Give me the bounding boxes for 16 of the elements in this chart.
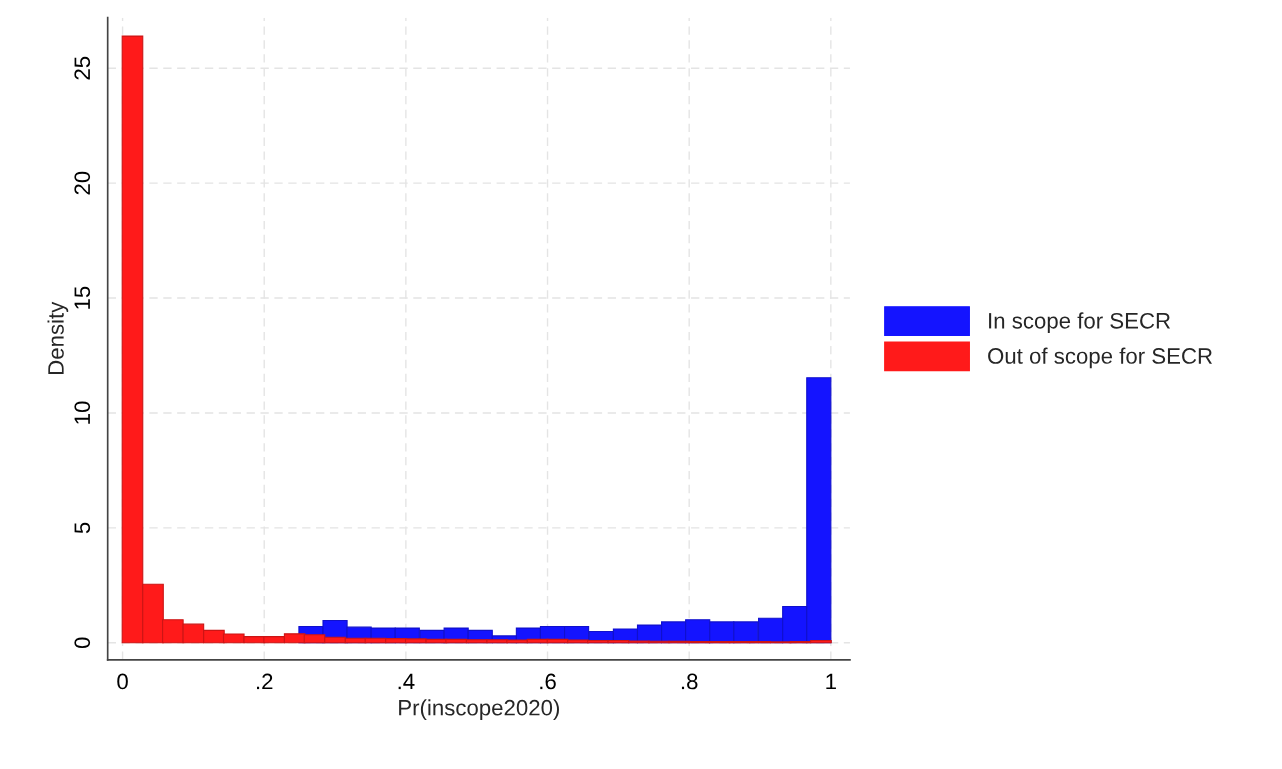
y-tick-label: 20 <box>74 171 91 195</box>
y-tick-label: 10 <box>74 401 91 424</box>
x-tick-label: 0 <box>117 673 128 690</box>
x-tick-label: .2 <box>256 673 273 690</box>
legend-label: Out of scope for SECR <box>988 347 1213 369</box>
y-tick-label: 5 <box>74 522 91 534</box>
x-tick-label: .8 <box>681 673 698 690</box>
x-tick-label: .4 <box>398 673 415 690</box>
legend-label: In scope for SECR <box>989 312 1171 334</box>
x-tick-label: 1 <box>826 673 836 690</box>
y-axis-title: Density <box>47 301 69 374</box>
y-tick-label: 15 <box>74 286 91 309</box>
x-tick-label: .6 <box>540 673 556 690</box>
y-tick-label: 25 <box>74 56 91 80</box>
y-tick-label: 0 <box>74 637 91 649</box>
x-axis-title: Pr(inscope2020) <box>399 699 559 720</box>
